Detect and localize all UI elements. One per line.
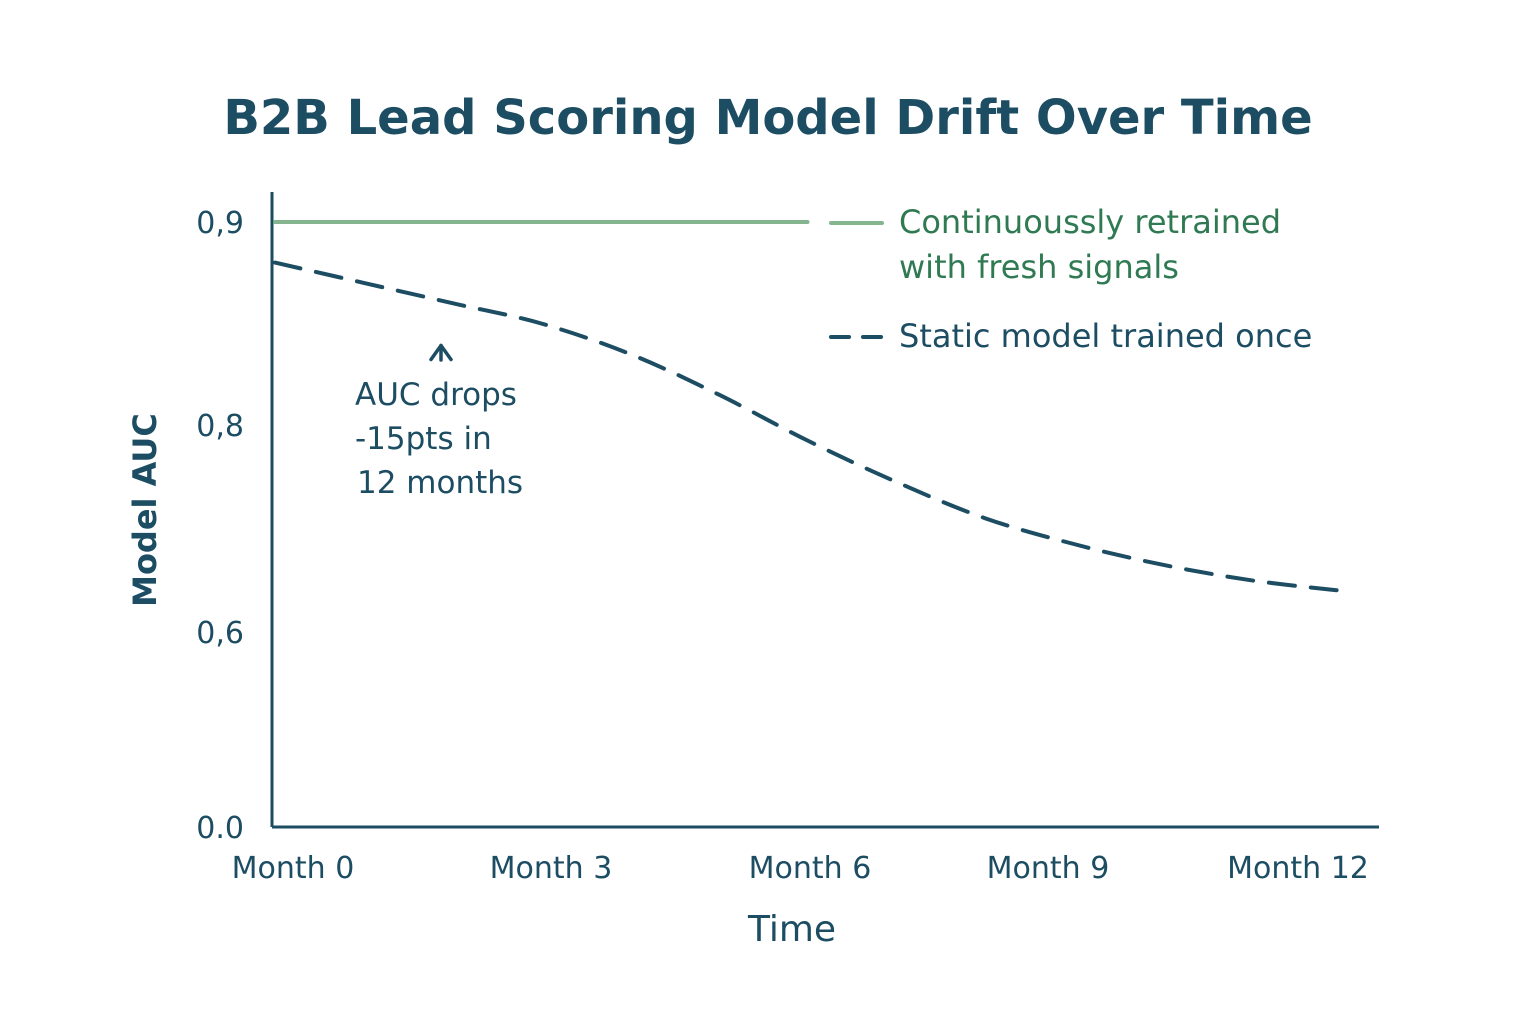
- y-tick-labels: 0,9 0,8 0,6 0.0: [196, 206, 244, 846]
- legend: Continuoussly retrained with fresh signal…: [829, 203, 1312, 355]
- annotation: AUC drops -15pts in 12 months: [355, 343, 523, 501]
- x-tick-label: Month 9: [987, 851, 1110, 886]
- series-layer: [273, 219, 1342, 593]
- annotation-arrow-head: [429, 343, 453, 362]
- chart-title: B2B Lead Scoring Model Drift Over Time: [223, 90, 1312, 146]
- x-tick-label: Month 6: [749, 851, 872, 886]
- x-tick-label: Month 0: [232, 851, 355, 886]
- x-tick-labels: Month 0 Month 3 Month 6 Month 9 Month 12: [232, 851, 1369, 886]
- x-tick-label: Month 12: [1227, 851, 1369, 886]
- legend-label: Continuoussly retrained: [899, 203, 1281, 241]
- series-line-static-model: [273, 260, 1342, 593]
- annotation-text-line: 12 months: [357, 465, 523, 501]
- y-tick-label: 0,8: [196, 409, 244, 444]
- x-tick-label: Month 3: [490, 851, 613, 886]
- legend-label: with fresh signals: [899, 248, 1179, 286]
- y-tick-label: 0,9: [196, 206, 244, 241]
- y-axis-title: Model AUC: [126, 413, 164, 607]
- annotation-text-line: -15pts in: [355, 421, 492, 457]
- y-tick-label: 0.0: [196, 811, 244, 846]
- y-axis-title-group: Model AUC: [126, 413, 164, 607]
- x-axis-title: Time: [747, 909, 836, 950]
- annotation-text-line: AUC drops: [355, 377, 517, 413]
- legend-label: Static model trained once: [899, 317, 1312, 355]
- y-tick-label: 0,6: [196, 616, 244, 651]
